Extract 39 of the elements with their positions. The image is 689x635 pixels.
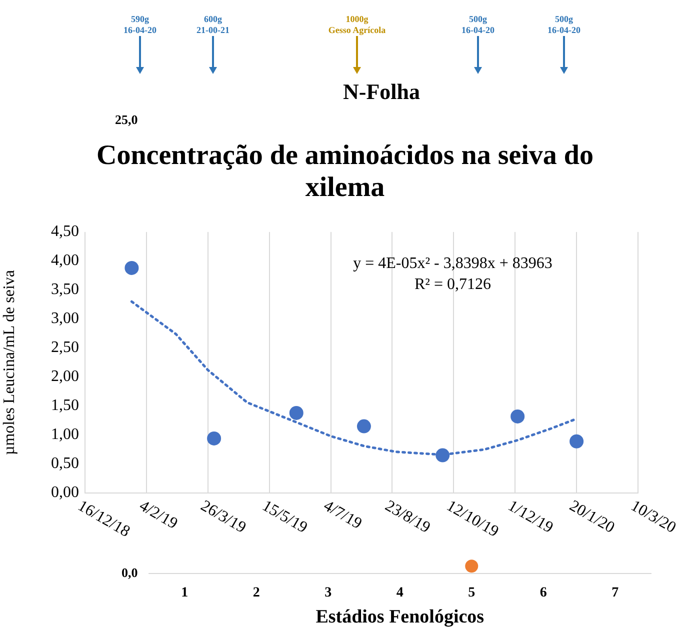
annotation: R² = 0,7126 bbox=[414, 276, 491, 294]
y-tick-label: 0,50 bbox=[51, 455, 79, 472]
y-tick-label: 0,0 bbox=[122, 564, 138, 580]
chart-title: N-Folha bbox=[343, 78, 420, 104]
x-tick-label: 1 bbox=[181, 585, 188, 600]
annotation: y = 4E-05x² - 3,8398x + 83963 bbox=[353, 255, 552, 272]
x-tick-label: 3 bbox=[324, 585, 332, 600]
x-tick-label: 2 bbox=[252, 585, 260, 600]
point bbox=[570, 434, 584, 448]
y-tick-label: 1,50 bbox=[51, 397, 79, 414]
x-tick-label: 4 bbox=[396, 585, 404, 600]
x-tick-label: 6 bbox=[540, 585, 547, 600]
point bbox=[436, 448, 450, 462]
y-tick-label: 2,00 bbox=[51, 368, 79, 386]
x-tick-label: 4/7/19 bbox=[320, 497, 365, 533]
point bbox=[124, 260, 139, 275]
point bbox=[289, 406, 304, 420]
y-tick-label: 4,50 bbox=[51, 223, 79, 240]
y-tick-label: 3,00 bbox=[51, 310, 79, 328]
x-tick-label: 7 bbox=[612, 585, 619, 600]
x-axis-title: Estádios Fenológicos bbox=[316, 606, 484, 628]
chart-title: Concentração de aminoácidos na seiva do xilema bbox=[96, 140, 594, 204]
y-axis-title: µmoles Leucina/mL de seiva bbox=[0, 270, 18, 456]
point bbox=[356, 419, 371, 434]
point bbox=[510, 409, 525, 424]
text: 500g 16-04-20 bbox=[548, 14, 580, 36]
y-tick-label: 3,50 bbox=[51, 281, 79, 298]
y-tick-label: 4,00 bbox=[51, 252, 79, 270]
text: 500g 16-04-20 bbox=[462, 14, 494, 36]
text: 590g 16-04-20 bbox=[124, 14, 156, 36]
text: 600g 21-00-21 bbox=[196, 14, 230, 36]
y-tick-label: 0,00 bbox=[51, 484, 79, 502]
y-tick-label: 2,50 bbox=[51, 339, 79, 356]
point bbox=[207, 431, 222, 446]
x-tick-label: 4/2/19 bbox=[136, 497, 180, 533]
x-tick-label: 5 bbox=[468, 585, 476, 600]
y-tick-label: 25,0 bbox=[115, 112, 138, 127]
y-tick-label: 1,00 bbox=[51, 426, 79, 444]
text: 1000g Gesso Agrícola bbox=[328, 14, 386, 36]
